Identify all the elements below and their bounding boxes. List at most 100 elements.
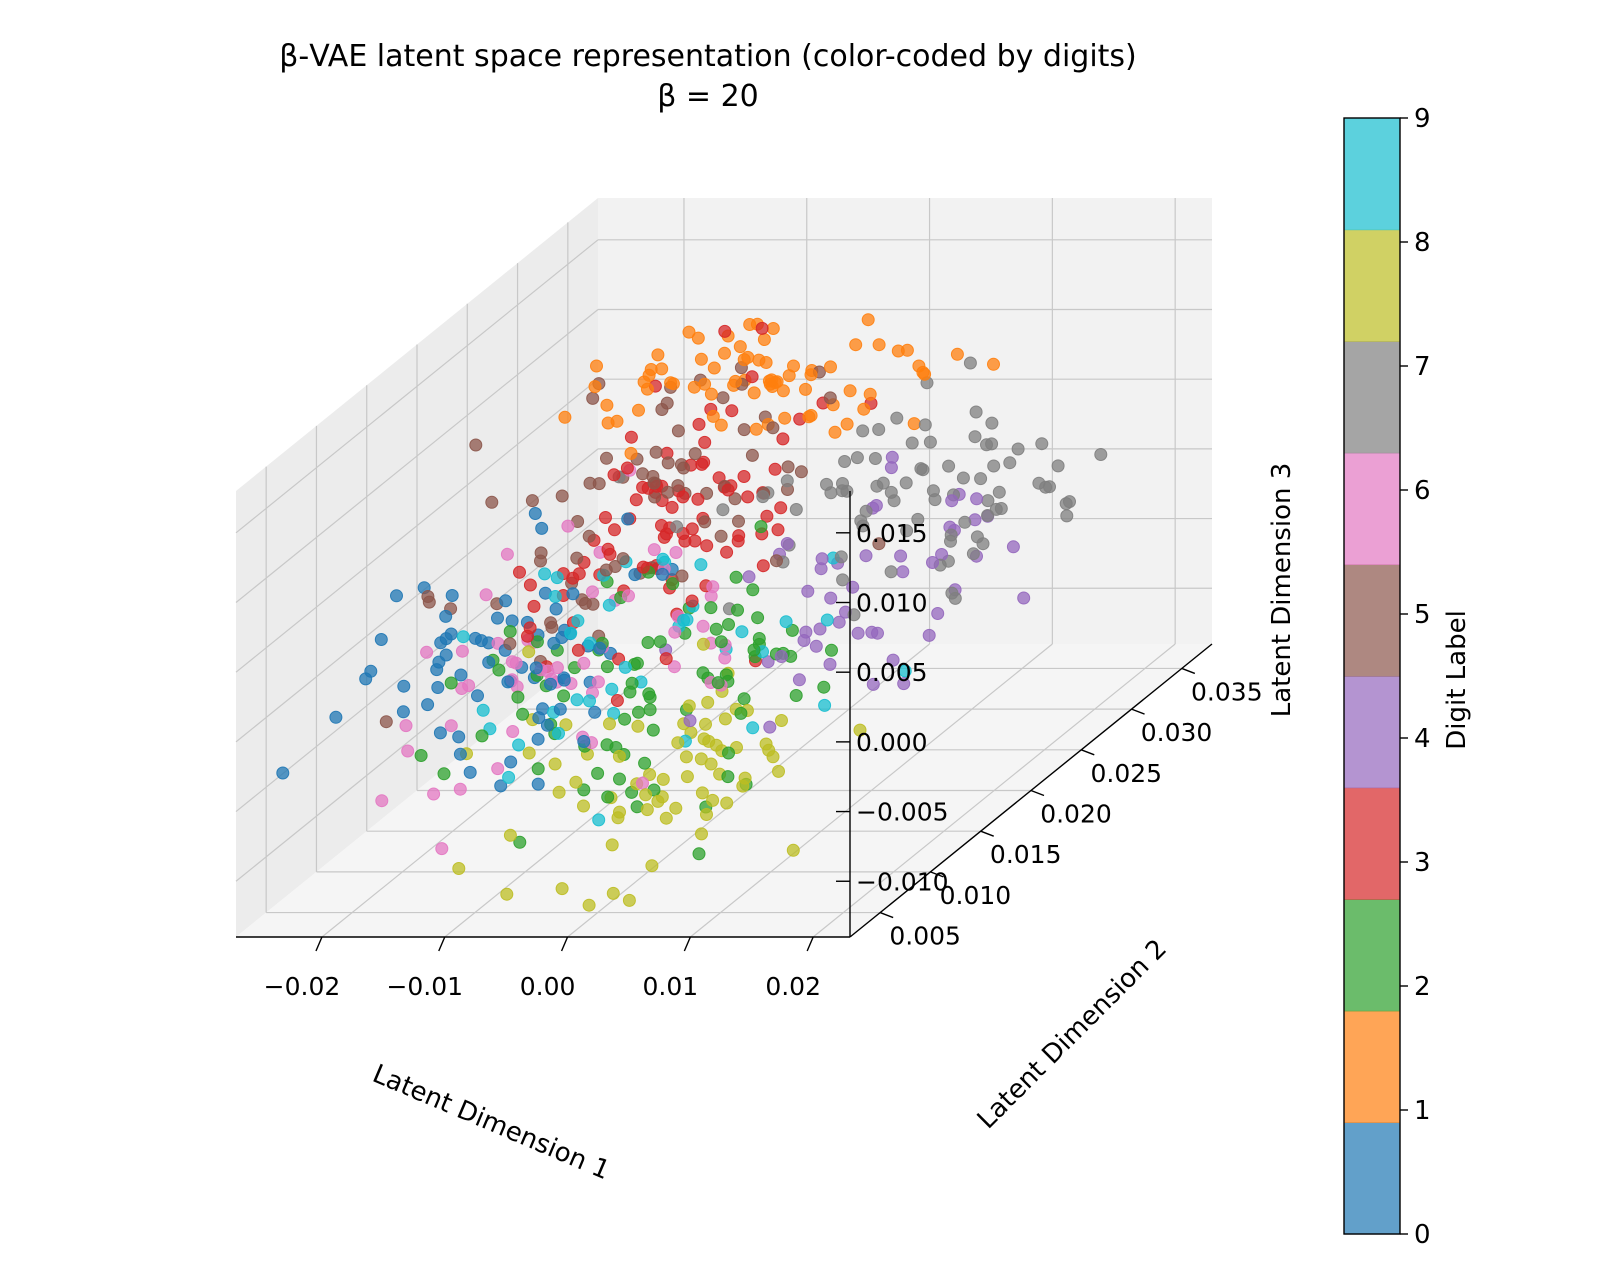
y-tick-label: 0.030 (1141, 718, 1213, 747)
data-point-digit-8 (605, 838, 619, 852)
data-point-digit-6 (647, 543, 661, 557)
data-point-digit-0 (454, 668, 468, 682)
grid-line-z (235, 309, 599, 603)
data-point-digit-4 (742, 570, 756, 584)
data-point-digit-4 (945, 494, 959, 508)
data-point-digit-2 (557, 689, 571, 703)
data-point-digit-8 (697, 732, 711, 746)
data-point-digit-0 (482, 655, 496, 669)
data-point-digit-2 (641, 636, 655, 649)
data-point-digit-5 (823, 391, 837, 405)
data-point-digit-4 (866, 677, 880, 691)
data-point-digit-4 (792, 673, 806, 687)
data-point-digit-3 (776, 432, 790, 446)
data-point-digit-3 (513, 565, 526, 579)
colorbar-tick-label: 1 (1414, 1096, 1431, 1126)
data-point-digit-1 (824, 360, 837, 374)
data-point-digit-5 (675, 569, 689, 583)
data-point-digit-9 (677, 613, 691, 627)
data-point-digit-1 (728, 374, 742, 388)
data-point-digit-2 (817, 680, 831, 694)
data-point-digit-3 (527, 599, 541, 613)
data-point-digit-8 (659, 811, 673, 825)
data-point-digit-2 (653, 635, 667, 649)
data-point-digit-1 (907, 417, 921, 431)
colorbar-tick-label: 5 (1414, 600, 1431, 630)
colorbar-tick-label: 4 (1414, 724, 1431, 754)
data-point-digit-7 (923, 435, 937, 449)
data-point-digit-7 (872, 423, 886, 436)
data-point-digit-2 (729, 570, 743, 584)
data-point-digit-9 (564, 626, 578, 640)
data-point-digit-1 (749, 422, 763, 436)
data-point-digit-8 (679, 750, 693, 764)
grid-line-z (235, 518, 599, 813)
data-point-digit-3 (624, 430, 638, 444)
data-point-digit-8 (682, 699, 696, 713)
data-point-digit-7 (900, 524, 914, 538)
data-point-digit-6 (435, 842, 449, 856)
data-point-digit-2 (625, 676, 639, 690)
data-point-digit-0 (433, 726, 447, 740)
data-point-digit-0 (528, 507, 542, 520)
data-point-digit-2 (643, 690, 657, 704)
data-point-digit-3 (659, 652, 673, 666)
data-point-digit-5 (660, 396, 674, 410)
data-point-digit-9 (735, 625, 749, 639)
data-point-digit-6 (509, 656, 523, 670)
x-tick-label: 0.01 (643, 972, 699, 1001)
data-point-digit-3 (725, 404, 739, 418)
x-tick-label: 0.02 (765, 972, 821, 1001)
data-point-digit-5 (728, 492, 742, 506)
data-point-digit-4 (809, 639, 823, 653)
data-points (276, 313, 1108, 912)
colorbar-segment-1 (1344, 1010, 1400, 1123)
data-point-digit-1 (694, 352, 708, 366)
data-point-digit-2 (638, 756, 652, 770)
data-point-digit-9 (898, 664, 912, 678)
data-point-digit-7 (992, 485, 1006, 499)
data-point-digit-6 (591, 675, 605, 689)
data-point-digit-6 (718, 651, 732, 665)
data-point-digit-3 (741, 490, 755, 504)
data-point-digit-5 (716, 391, 730, 405)
data-point-digit-1 (782, 369, 796, 383)
data-point-digit-7 (884, 565, 898, 579)
data-point-digit-1 (664, 376, 678, 390)
data-point-digit-9 (779, 615, 793, 629)
data-point-digit-7 (987, 459, 1001, 473)
data-point-digit-4 (1006, 540, 1020, 554)
data-point-digit-1 (588, 380, 602, 394)
data-point-digit-9 (746, 721, 760, 735)
data-point-digit-7 (968, 430, 982, 444)
data-point-digit-8 (738, 771, 752, 785)
data-point-digit-4 (683, 714, 697, 728)
data-point-digit-8 (500, 887, 514, 901)
data-point-digit-1 (624, 446, 638, 460)
data-point-digit-8 (577, 799, 590, 813)
data-point-digit-2 (711, 676, 725, 690)
data-point-digit-2 (516, 707, 530, 721)
data-point-digit-7 (985, 437, 999, 451)
data-point-digit-0 (463, 765, 477, 779)
data-point-digit-8 (552, 785, 566, 799)
data-point-digit-6 (500, 547, 514, 561)
data-point-digit-5 (649, 445, 663, 459)
data-point-digit-7 (966, 547, 980, 561)
data-point-digit-5 (636, 467, 650, 481)
data-point-digit-7 (1011, 442, 1025, 456)
y-tick (879, 911, 894, 919)
data-point-digit-2 (752, 632, 766, 645)
data-point-digit-2 (591, 766, 605, 780)
data-point-digit-3 (700, 539, 714, 553)
data-point-digit-3 (610, 694, 624, 707)
z-tick-label: 0.000 (856, 728, 928, 757)
y-tick-label: 0.015 (990, 840, 1062, 869)
data-point-digit-7 (963, 356, 977, 370)
data-point-digit-8 (772, 764, 785, 778)
data-point-digit-6 (667, 660, 681, 674)
data-point-digit-8 (582, 898, 596, 912)
data-point-digit-2 (601, 790, 615, 804)
data-point-digit-4 (896, 565, 910, 579)
data-point-digit-2 (643, 703, 657, 717)
